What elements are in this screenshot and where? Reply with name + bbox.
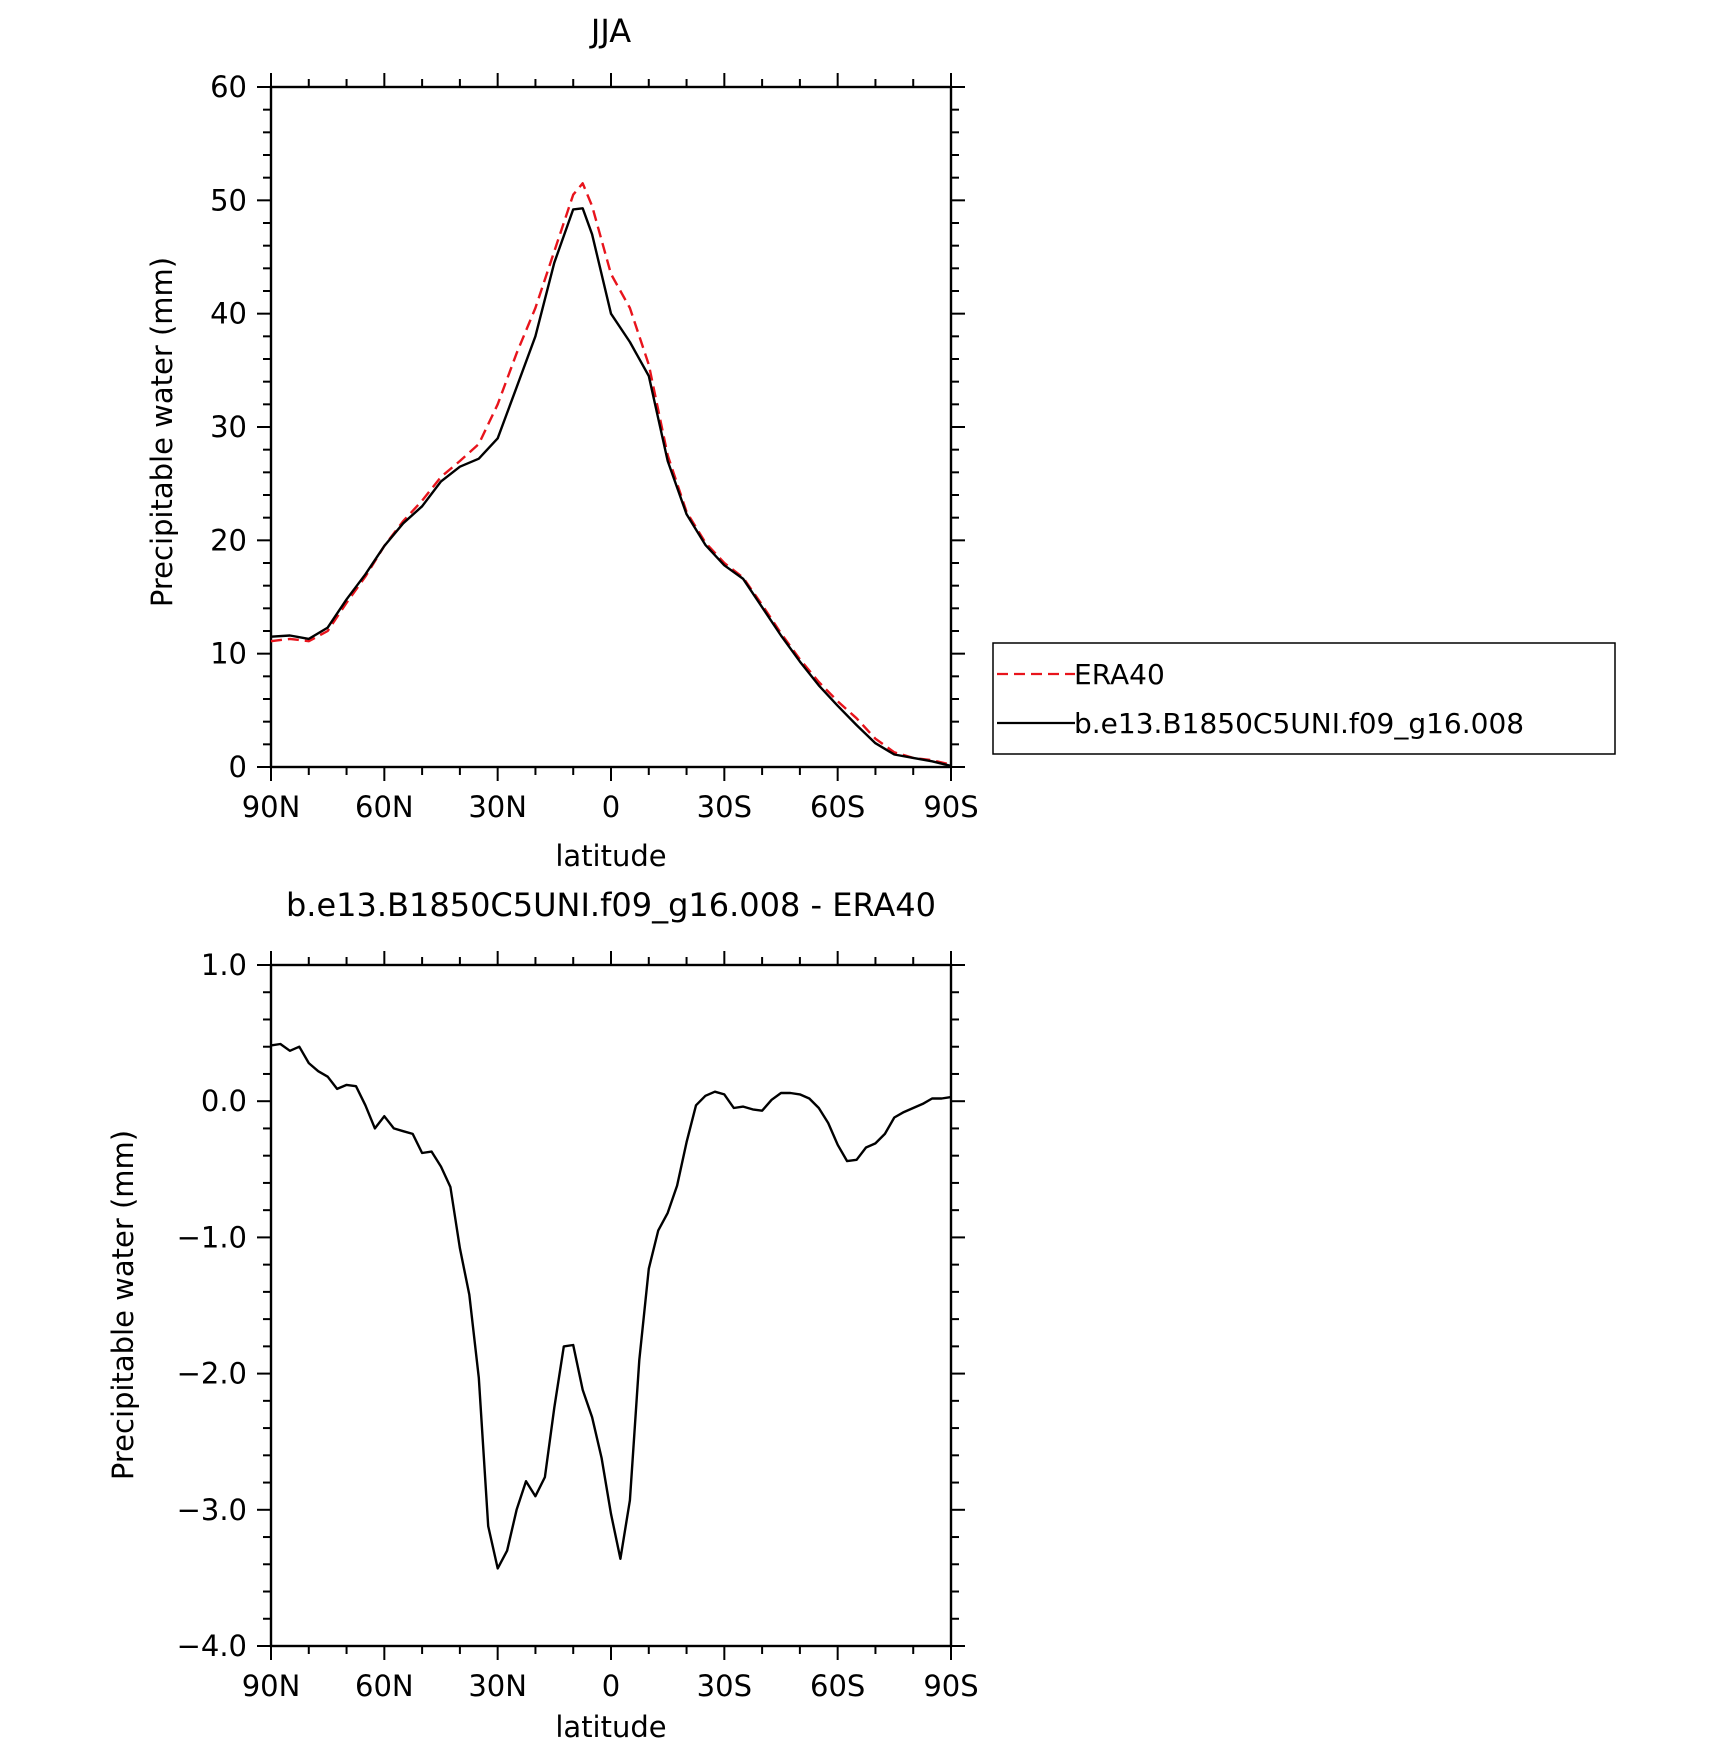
bottom-series-line-0 [270, 1042, 952, 1570]
bottom-x-tick-label: 0 [602, 1669, 620, 1703]
bottom-x-tick-label: 60S [810, 1669, 865, 1703]
bottom-x-tick-label: 30S [697, 1669, 752, 1703]
top-y-tick-label: 0 [229, 750, 247, 784]
top-x-tick-label: 90N [242, 790, 301, 824]
top-x-tick-label: 0 [602, 790, 620, 824]
bottom-y-tick-label: 1.0 [201, 948, 247, 982]
top-y-tick-label: 20 [210, 523, 247, 557]
top-x-tick-label: 30S [697, 790, 752, 824]
bottom-x-axis-label: latitude [555, 1710, 666, 1744]
top-plot-area: 90N 60N 30N 0 30S 60S 90S 0 10 20 30 40 50 60 [210, 70, 979, 824]
bottom-chart-title: b.e13.B1850C5UNI.f09_g16.008 - ERA40 [286, 886, 936, 924]
top-y-tick-label: 50 [210, 183, 247, 217]
bottom-y-tick-label: −4.0 [177, 1629, 247, 1663]
top-x-tick-label: 60N [355, 790, 414, 824]
top-x-tick-label: 30N [468, 790, 527, 824]
legend: ERA40 b.e13.B1850C5UNI.f09_g16.008 [992, 642, 1616, 755]
bottom-x-tick-label: 90S [923, 1669, 978, 1703]
bottom-x-tick-label: 30N [468, 1669, 527, 1703]
top-series-line-1 [270, 207, 952, 768]
bottom-plot-frame [269, 963, 953, 1648]
legend-box [992, 642, 1616, 755]
bottom-y-tick-label: −3.0 [177, 1493, 247, 1527]
top-y-tick-label: 10 [210, 637, 247, 671]
top-y-tick-label: 40 [210, 297, 247, 331]
top-x-tick-label: 60S [810, 790, 865, 824]
bottom-y-axis-label: Precipitable water (mm) [106, 1130, 140, 1480]
top-x-tick-label: 90S [923, 790, 978, 824]
bottom-y-tick-label: −2.0 [177, 1357, 247, 1391]
bottom-plot-area: 90N 60N 30N 0 30S 60S 90S 1.0 0.0 −1.0 −2.0 −3.0 −4.… [177, 948, 979, 1703]
top-y-axis-label: Precipitable water (mm) [145, 257, 179, 607]
legend-label-era40: ERA40 [1074, 658, 1165, 691]
top-panel: JJA 90N 60N 30N 0 30S 60S 90S 0 10 20 30 40 50 60 lat… [145, 12, 979, 873]
bottom-x-tick-label: 60N [355, 1669, 414, 1703]
bottom-panel: b.e13.B1850C5UNI.f09_g16.008 - ERA40 90N… [106, 886, 979, 1744]
top-y-tick-label: 60 [210, 70, 247, 104]
legend-label-model: b.e13.B1850C5UNI.f09_g16.008 [1074, 707, 1524, 740]
top-plot-frame [269, 85, 953, 769]
top-x-axis-label: latitude [555, 839, 666, 873]
top-series-line-0 [270, 182, 952, 766]
bottom-x-tick-label: 90N [242, 1669, 301, 1703]
bottom-y-tick-label: −1.0 [177, 1220, 247, 1254]
top-y-tick-label: 30 [210, 410, 247, 444]
bottom-y-tick-label: 0.0 [201, 1084, 247, 1118]
top-chart-title: JJA [589, 12, 631, 50]
